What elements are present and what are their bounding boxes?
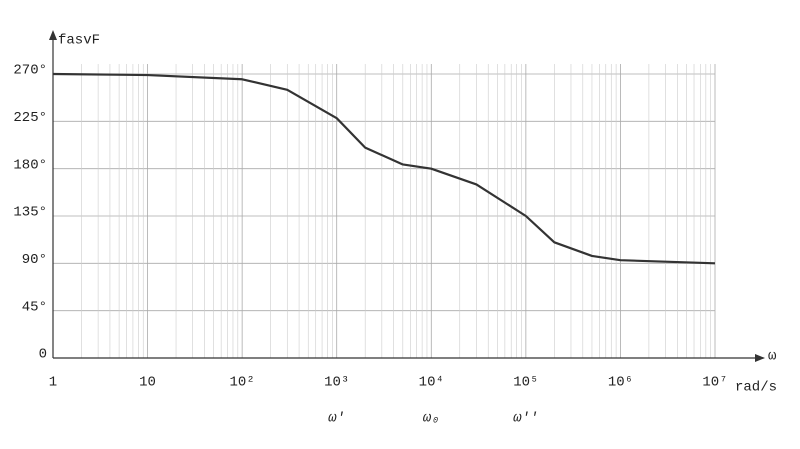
y-tick-label: 0 [39,347,47,363]
x-tick-label: 10⁵ [513,375,538,391]
x-tick-label: 10 [139,375,156,391]
y-tick-label: 135° [13,205,47,221]
x-arrow [755,354,765,362]
x-tick-label: 1 [49,375,57,391]
y-tick-label: 225° [13,110,47,126]
x-tick-label: 10⁷ [702,375,727,391]
y-tick-label: 45° [22,299,47,315]
annotation: ω'' [513,411,538,427]
x-unit: rad/s [735,380,777,396]
x-axis-label: ω [768,349,777,365]
x-tick-label: 10³ [324,375,349,391]
annotation: ω' [328,411,345,427]
annotation: ω₀ [423,411,440,427]
x-tick-label: 10⁶ [608,375,633,391]
y-tick-label: 270° [13,63,47,79]
line-series [52,72,716,265]
y-tick-label: 90° [22,252,47,268]
y-arrow [49,30,57,40]
x-tick-label: 10⁴ [419,375,444,391]
y-tick-label: 180° [13,157,47,173]
x-tick-label: 10² [230,375,255,391]
y-axis-label: fasvF [58,33,100,49]
